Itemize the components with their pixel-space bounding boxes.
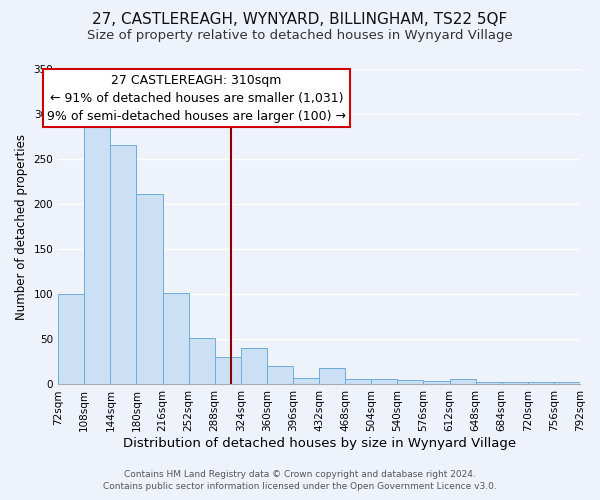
Y-axis label: Number of detached properties: Number of detached properties (15, 134, 28, 320)
Bar (345, 379, 371, 384)
Bar (267, 366, 293, 384)
Bar (188, 338, 215, 384)
Text: Contains HM Land Registry data © Crown copyright and database right 2024.
Contai: Contains HM Land Registry data © Crown c… (103, 470, 497, 491)
Bar (163, 292, 188, 384)
Bar (502, 382, 528, 384)
Bar (424, 381, 449, 384)
Bar (84, 126, 110, 384)
Bar (241, 348, 267, 385)
Bar (397, 380, 424, 384)
Bar (58, 294, 84, 384)
Text: 27, CASTLEREAGH, WYNYARD, BILLINGHAM, TS22 5QF: 27, CASTLEREAGH, WYNYARD, BILLINGHAM, TS… (92, 12, 508, 28)
Bar (110, 144, 136, 384)
Bar (449, 379, 476, 384)
Text: 27 CASTLEREAGH: 310sqm
← 91% of detached houses are smaller (1,031)
9% of semi-d: 27 CASTLEREAGH: 310sqm ← 91% of detached… (47, 74, 346, 122)
Bar (528, 382, 554, 384)
X-axis label: Distribution of detached houses by size in Wynyard Village: Distribution of detached houses by size … (122, 437, 515, 450)
Bar (215, 356, 241, 384)
Bar (293, 378, 319, 384)
Bar (554, 382, 580, 384)
Bar (319, 368, 345, 384)
Bar (136, 194, 163, 384)
Bar (371, 379, 397, 384)
Text: Size of property relative to detached houses in Wynyard Village: Size of property relative to detached ho… (87, 29, 513, 42)
Bar (476, 382, 502, 384)
